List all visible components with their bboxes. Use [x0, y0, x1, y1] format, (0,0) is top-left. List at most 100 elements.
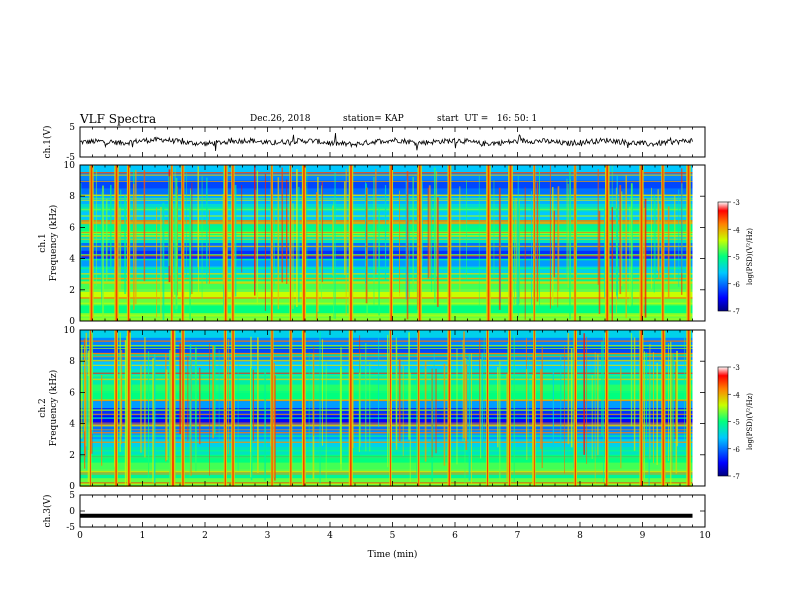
ch2-spectrogram-noise: [212, 345, 215, 439]
ch2-spectrogram-band: [80, 454, 693, 464]
ch2-spectrogram-noise: [189, 344, 192, 439]
ch2-colorbar-tick-label: -4: [733, 391, 740, 399]
ch1-spectrogram-noise: [277, 177, 280, 310]
ch1-spectrogram-noise: [518, 200, 520, 304]
ch2-spectrogram-noise: [416, 374, 418, 477]
ch3-waveform-ytick-label: 0: [69, 507, 75, 517]
ch1-spectrogram-noise: [569, 168, 571, 320]
ch2-spectrogram-burst-core: [182, 330, 184, 486]
ch1-spectrogram-noise: [434, 167, 436, 303]
ch1-spectrogram-noise: [611, 207, 613, 321]
ch2-spectrogram-band: [80, 462, 693, 471]
ch1-spectrogram-line: [80, 171, 693, 174]
ch1-colorbar-tick-label: -4: [733, 226, 740, 234]
ch2-spectrogram-noise: [264, 368, 266, 481]
ch1-colorbar-tick-label: -6: [733, 281, 740, 289]
x-tick-label: 4: [327, 531, 333, 541]
ch2-spectrogram-burst-core: [232, 330, 234, 486]
x-tick-label: 8: [577, 531, 583, 541]
ch2-spectrogram-noise: [597, 354, 599, 456]
ch1-spectrogram-ytick-label: 8: [69, 192, 75, 202]
ch1-spectrogram-line: [80, 315, 693, 318]
ch3-waveform-ytick-label: -5: [66, 523, 75, 533]
ch2-spectrogram-band: [80, 408, 693, 417]
ch1-spectrogram-noise: [536, 182, 539, 302]
ch2-spectrogram-noise: [179, 343, 181, 435]
ch2-spectrogram-line: [80, 375, 693, 377]
ch1-spectrogram-noise: [101, 208, 102, 309]
ch1-spectrogram-line: [80, 297, 693, 299]
ch1-spectrogram-noise: [333, 201, 334, 319]
ch1-spectrogram-burst-core: [271, 165, 273, 321]
ch2-spectrogram-line: [80, 425, 693, 427]
ch1-spectrogram-noise: [365, 182, 367, 284]
ch1-spectrogram-ylabel-frequency: Frequency (kHz): [48, 205, 59, 282]
ch2-spectrogram-band: [80, 384, 693, 393]
ch1-spectrogram-noise: [197, 209, 199, 294]
ch2-spectrogram-noise: [468, 353, 471, 481]
ch1-spectrogram-burst-core: [574, 165, 576, 321]
ch1-spectrogram-noise: [296, 169, 298, 308]
ch1-spectrogram-noise: [517, 175, 519, 317]
ch2-spectrogram-noise: [273, 362, 275, 478]
ch1-spectrogram-burst-core: [232, 165, 234, 321]
ch2-spectrogram-line: [80, 473, 693, 475]
ch2-spectrogram-noise: [83, 372, 85, 441]
ch1-spectrogram-burst-core: [662, 165, 664, 321]
ch1-spectrogram-noise: [375, 168, 377, 275]
ch1-ylabel: ch.1(V): [42, 126, 53, 159]
ch1-spectrogram-burst-core: [448, 165, 451, 321]
ch2-spectrogram-noise: [471, 353, 473, 484]
ch2-spectrogram-burst-core: [303, 330, 305, 486]
ch1-spectrogram-noise: [408, 193, 410, 298]
ch2-spectrogram-noise: [398, 358, 401, 442]
ch2-colorbar-label: log(PSD)(V²/Hz): [746, 393, 754, 450]
ch2-spectrogram-line: [80, 435, 693, 437]
ch1-spectrogram-noise: [428, 185, 431, 277]
ch2-spectrogram-noise: [499, 361, 501, 481]
ch1-spectrogram-burst-core: [290, 165, 291, 321]
ch2-spectrogram-band: [80, 353, 693, 362]
ch2-spectrogram-noise: [321, 339, 323, 446]
ch1-spectrogram-noise: [292, 203, 294, 309]
ch1-spectrogram-noise: [102, 185, 104, 320]
ch2-spectrogram-band: [80, 392, 693, 401]
ch1-spectrogram-noise: [241, 184, 243, 273]
ch1-spectrogram-burst-core: [182, 165, 184, 321]
ch2-spectrogram-noise: [387, 334, 389, 468]
ch1-spectrogram-noise: [539, 167, 540, 311]
ch1-spectrogram-noise: [201, 176, 203, 300]
ch2-spectrogram-noise: [153, 354, 156, 484]
ch2-spectrogram-noise: [85, 332, 88, 447]
ch2-spectrogram-noise: [464, 349, 466, 484]
ch2-spectrogram-noise: [218, 350, 220, 445]
ch2-spectrogram-nodata: [692, 330, 705, 486]
ch2-spectrogram-noise: [684, 337, 686, 442]
ch2-spectrogram-noise: [513, 334, 515, 483]
ch1-spectrogram-noise: [185, 172, 187, 276]
ch2-spectrogram-noise: [126, 335, 128, 480]
ch1-spectrogram-noise: [667, 206, 670, 298]
ch2-spectrogram-noise: [586, 336, 588, 464]
ch1-spectrogram-line: [80, 279, 693, 282]
station-label: station= KAP: [343, 114, 404, 124]
ch2-spectrogram-noise: [506, 373, 508, 482]
ch1-spectrogram-noise: [524, 187, 526, 320]
ch3-waveform-ytick-label: 5: [69, 491, 75, 501]
ch1-spectrogram-noise: [674, 195, 676, 280]
ch2-spectrogram-band: [80, 470, 693, 479]
ch1-spectrogram-line: [80, 267, 693, 270]
ch2-spectrogram-noise: [456, 348, 458, 465]
ch2-spectrogram-burst-core: [687, 330, 690, 486]
ch1-spectrogram-noise: [264, 173, 266, 311]
ch2-colorbar-tick-label: -5: [733, 419, 740, 427]
ch2-spectrogram-line: [80, 359, 693, 361]
ch2-spectrogram-noise: [140, 364, 142, 453]
ch2-spectrogram-burst-core: [574, 330, 577, 486]
ch2-spectrogram-noise: [409, 372, 411, 483]
ch1-spectrogram-line: [80, 254, 693, 256]
ch1-spectrogram-noise: [281, 167, 283, 283]
ch2-spectrogram-line: [80, 360, 693, 362]
ch1-spectrogram-noise: [365, 187, 368, 304]
